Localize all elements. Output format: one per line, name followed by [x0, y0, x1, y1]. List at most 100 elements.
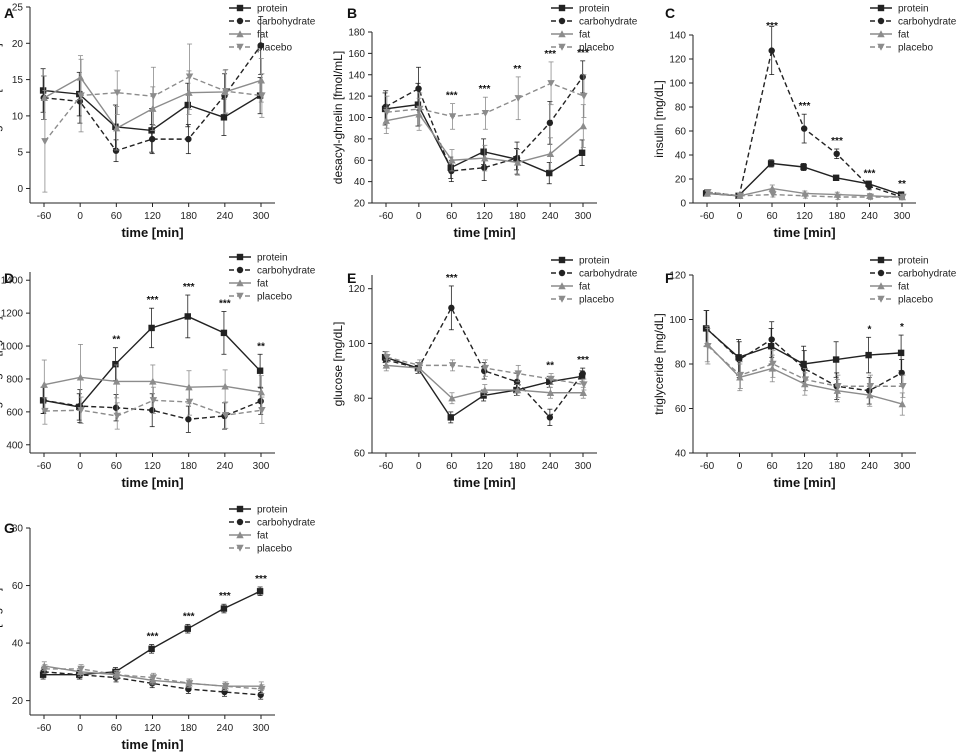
y-tick-label: 1000	[1, 342, 24, 353]
data-point	[221, 382, 229, 390]
data-point	[865, 351, 872, 359]
legend-label: carbohydrate	[898, 269, 957, 280]
x-tick-label: 240	[542, 211, 559, 222]
data-point	[897, 349, 905, 357]
data-point	[258, 685, 266, 693]
data-point	[580, 92, 588, 100]
data-point	[866, 183, 873, 190]
legend-marker	[558, 269, 566, 277]
y-tick-label: 100	[348, 339, 365, 350]
data-point	[76, 98, 84, 105]
y-tick-label: 40	[675, 449, 687, 460]
x-axis-label: time [min]	[773, 475, 835, 490]
data-point	[866, 391, 874, 399]
x-tick-label: 300	[894, 461, 911, 472]
x-tick-label: 180	[509, 211, 526, 222]
legend-marker	[236, 17, 244, 25]
data-point	[513, 386, 522, 394]
data-point	[480, 148, 487, 155]
series-fat	[382, 359, 587, 405]
legend-marker	[877, 4, 885, 12]
legend-marker	[558, 30, 566, 38]
x-tick-label: 120	[476, 211, 493, 222]
x-axis-label: time [min]	[453, 225, 515, 240]
data-point	[448, 362, 457, 370]
legend-label: carbohydrate	[579, 269, 638, 280]
data-point	[546, 150, 555, 158]
legend-marker	[877, 43, 885, 51]
legend: protein carbohydrate fat placebo	[229, 253, 316, 303]
series-protein	[39, 294, 264, 421]
y-axis-label: active ghrelin [fmol/mL]	[0, 43, 3, 166]
significance-marker: ***	[446, 273, 458, 284]
y-tick-label: 0	[17, 184, 23, 195]
significance-marker: ***	[147, 295, 159, 306]
data-point	[40, 94, 48, 101]
data-point	[578, 149, 586, 156]
y-tick-label: 0	[680, 199, 686, 210]
data-point	[832, 356, 840, 363]
series-carbohydrate	[40, 16, 264, 163]
y-tick-label: 40	[675, 151, 687, 162]
legend-label: placebo	[257, 292, 292, 303]
data-point	[415, 110, 423, 118]
legend-marker	[236, 531, 244, 539]
data-point	[834, 383, 842, 390]
y-tick-label: 40	[354, 177, 366, 188]
y-tick-label: 140	[669, 31, 686, 42]
x-tick-label: 60	[111, 723, 123, 734]
data-point	[221, 688, 228, 696]
legend: protein carbohydrate fat placebo	[229, 505, 316, 555]
legend-label: placebo	[257, 544, 292, 555]
significance-marker: ***	[544, 49, 556, 60]
legend-marker	[558, 256, 566, 264]
y-tick-label: 100	[348, 113, 365, 124]
data-point	[112, 404, 120, 411]
data-point	[767, 343, 775, 350]
y-axis-label: glucagon [pg/mL]	[0, 316, 3, 408]
x-tick-label: 240	[216, 461, 233, 472]
data-point	[447, 414, 454, 421]
y-tick-label: 100	[669, 79, 686, 90]
data-point	[257, 397, 264, 405]
data-point	[579, 389, 587, 396]
panel-letter: B	[347, 5, 357, 21]
legend-marker	[236, 518, 244, 526]
data-point	[832, 174, 840, 181]
panel-letter: G	[4, 520, 15, 536]
legend-label: fat	[257, 531, 268, 542]
data-point	[112, 124, 121, 132]
legend-marker	[236, 292, 244, 300]
data-point	[800, 163, 807, 171]
x-tick-label: 0	[77, 461, 83, 472]
data-point	[898, 400, 906, 408]
data-point	[77, 92, 85, 100]
data-point	[184, 313, 191, 320]
data-point	[414, 101, 422, 108]
significance-marker: ***	[219, 298, 231, 309]
x-tick-label: 60	[446, 461, 458, 472]
x-tick-label: 240	[216, 211, 233, 222]
y-tick-label: 60	[354, 449, 366, 460]
x-tick-label: 60	[766, 461, 778, 472]
series-carbohydrate	[40, 386, 264, 433]
legend-marker	[877, 269, 885, 277]
x-tick-label: 180	[829, 461, 846, 472]
y-tick-label: 60	[12, 581, 24, 592]
significance-marker: ***	[147, 632, 159, 643]
panel-g: G 20 40 60 80 -60 0 60 120 180 240 300 time [min] ure…	[0, 505, 316, 753]
x-tick-label: 300	[253, 211, 270, 222]
x-axis-label: time [min]	[121, 475, 183, 490]
series-placebo	[383, 61, 588, 130]
data-point	[184, 625, 191, 632]
data-point	[148, 645, 155, 653]
data-point	[768, 184, 776, 192]
data-point	[481, 386, 489, 394]
legend: protein carbohydrate fat placebo	[551, 4, 638, 54]
data-point	[800, 360, 807, 368]
series-placebo	[704, 327, 907, 398]
y-tick-label: 600	[6, 407, 23, 418]
x-tick-label: 120	[796, 461, 813, 472]
series-placebo	[41, 386, 266, 430]
